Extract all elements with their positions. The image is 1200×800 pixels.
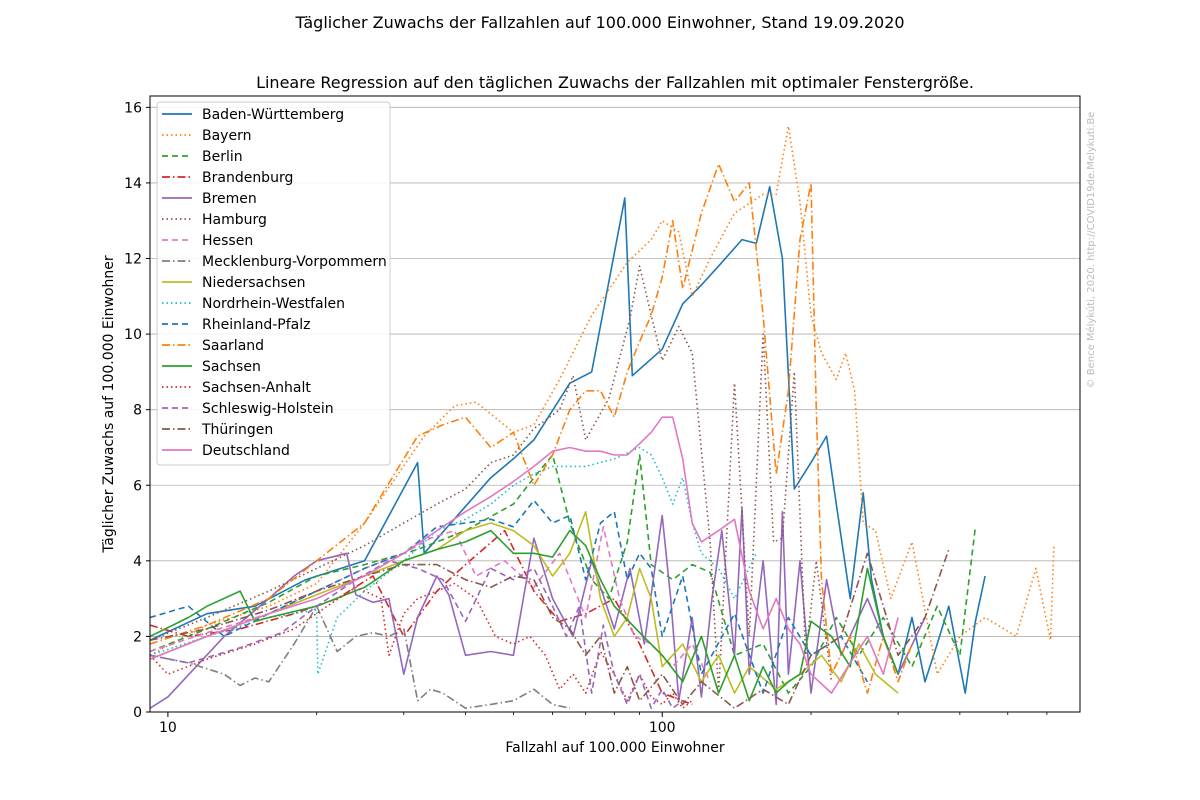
y-tick-label: 0 (133, 705, 142, 721)
legend-label: Sachsen (202, 359, 261, 375)
watermark-text: © Bence Mélykúti, 2020. http://COVID19de… (1085, 112, 1097, 389)
series-line-4 (150, 507, 926, 709)
legend-box (156, 101, 391, 466)
legend-label: Sachsen-Anhalt (202, 380, 311, 396)
series-line-13 (150, 582, 693, 710)
series-line-10 (150, 499, 869, 694)
y-tick-label: 4 (133, 554, 142, 570)
legend-label: Mecklenburg-Vorpommern (202, 254, 387, 270)
legend-label: Bremen (202, 191, 257, 207)
series-line-7 (150, 605, 570, 710)
legend-label: Niedersachsen (202, 275, 305, 291)
series-line-14 (150, 559, 684, 710)
legend-label: Rheinland-Pfalz (202, 317, 310, 333)
y-tick-label: 12 (124, 252, 142, 268)
y-tick-label: 14 (124, 176, 142, 192)
legend-label: Hessen (202, 233, 253, 249)
x-tick-label: 100 (649, 720, 676, 736)
axes-frame (149, 95, 1081, 713)
y-tick-label: 6 (133, 478, 142, 494)
y-axis-label: Täglicher Zuwachs auf 100.000 Einwohner (101, 255, 117, 554)
plot-area (150, 125, 1055, 710)
series-line-12 (150, 529, 899, 702)
legend-label: Brandenburg (202, 170, 293, 186)
chart-title: Lineare Regression auf den täglichen Zuw… (256, 73, 974, 92)
legend-label: Deutschland (202, 443, 290, 459)
legend-label: Saarland (202, 338, 264, 354)
series-line-1 (150, 125, 1055, 676)
series-line-16 (150, 416, 899, 694)
legend-label: Berlin (202, 149, 243, 165)
series-line-3 (150, 529, 693, 706)
y-tick-label: 10 (124, 327, 142, 343)
legend-label: Hamburg (202, 212, 267, 228)
figure-suptitle: Täglicher Zuwachs der Fallzahlen auf 100… (294, 13, 904, 32)
series-line-6 (150, 525, 711, 683)
y-tick-label: 8 (133, 403, 142, 419)
series-line-2 (150, 454, 977, 694)
legend: Baden-Württemberg Bayern Berlin Brandenburg… (156, 101, 391, 466)
x-axis-label: Fallzahl auf 100.000 Einwohner (505, 740, 724, 756)
legend-label: Baden-Württemberg (202, 107, 344, 123)
axis-ticks: 0 2 4 6 8 10 12 14 16 10 100 (124, 100, 1048, 736)
legend-label: Bayern (202, 128, 251, 144)
series-line-5 (150, 265, 833, 694)
series-line-0 (150, 185, 986, 694)
legend-label: Nordrhein-Westfalen (202, 296, 345, 312)
x-tick-label: 10 (159, 720, 177, 736)
series-line-9 (150, 446, 758, 676)
y-tick-label: 2 (133, 629, 142, 645)
legend-label: Schleswig-Holstein (202, 401, 334, 417)
series-line-11 (150, 163, 913, 694)
series-line-15 (150, 549, 950, 710)
legend-label: Thüringen (201, 422, 273, 438)
y-tick-label: 16 (124, 100, 142, 116)
